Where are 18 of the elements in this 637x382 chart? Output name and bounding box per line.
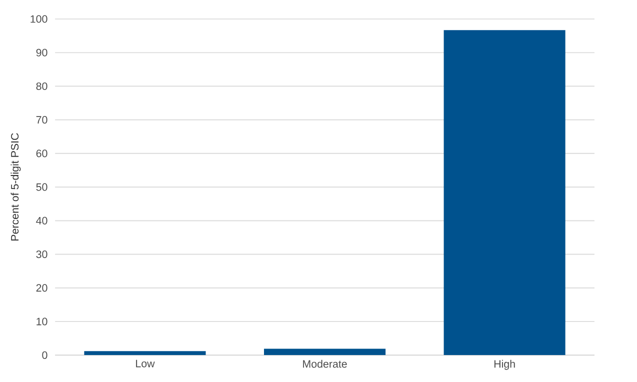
bar [84,351,206,356]
y-tick-label: 60 [36,150,48,158]
bar [444,30,566,356]
bar [264,348,386,356]
y-tick-label: 0 [42,351,48,360]
y-tick-label: 100 [30,15,48,23]
y-tick-label: 10 [36,318,48,326]
y-tick-label: 20 [36,284,48,292]
y-tick-label: 30 [36,250,48,258]
y-axis-title: Percent of 5-digit PSIC [10,133,21,241]
y-tick-label: 90 [36,48,48,57]
x-tick-label: Moderate [303,360,347,368]
y-tick-label: 80 [36,82,48,90]
x-tick-label: High [494,360,515,370]
y-tick-label: 70 [36,116,48,124]
x-tick-label: Low [136,360,155,368]
y-tick-label: 50 [36,183,48,191]
y-tick-label: 40 [36,217,48,225]
